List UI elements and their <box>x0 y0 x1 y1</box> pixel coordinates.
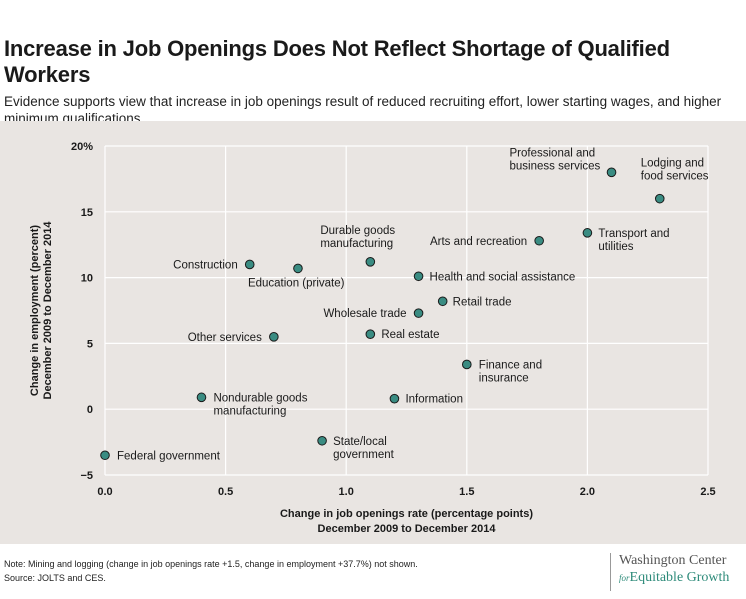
x-axis-title-line2: December 2009 to December 2014 <box>318 523 497 535</box>
point-label: insurance <box>479 372 529 384</box>
data-point <box>654 193 665 204</box>
data-point <box>196 392 207 403</box>
y-tick-label: 15 <box>81 207 93 219</box>
y-axis-title: Change in employment (percent) <box>29 225 41 396</box>
point-label: State/local <box>333 436 387 448</box>
footer-notes: Note: Mining and logging (change in job … <box>4 557 418 585</box>
point-label: Lodging and <box>641 158 704 170</box>
data-point <box>462 359 472 370</box>
x-tick-label: 1.5 <box>459 486 474 498</box>
data-point <box>365 257 376 267</box>
y-tick-label: −5 <box>80 470 93 482</box>
title-block: Increase in Job Openings Does Not Reflec… <box>4 36 740 127</box>
point-label: government <box>333 449 395 461</box>
point-label: utilities <box>598 241 633 253</box>
x-tick-label: 1.0 <box>339 486 354 498</box>
data-point <box>244 259 255 270</box>
point-label: Durable goods <box>320 225 395 237</box>
y-axis-title-line2: December 2009 to December 2014 <box>42 221 54 400</box>
point-label: manufacturing <box>213 405 286 417</box>
data-point <box>413 308 424 318</box>
y-tick-label: 5 <box>87 338 93 350</box>
logo-line2-text: Equitable Growth <box>629 570 730 585</box>
logo-line1: Washington Center <box>619 553 727 568</box>
x-tick-label: 2.0 <box>580 486 595 498</box>
data-point <box>269 332 279 342</box>
point-label: business services <box>510 160 601 172</box>
data-point <box>317 435 327 446</box>
data-point <box>389 393 400 404</box>
data-point <box>437 296 448 307</box>
footer: Note: Mining and logging (change in job … <box>0 544 746 599</box>
point-label: Other services <box>188 332 262 344</box>
point-label: Finance and <box>479 359 542 371</box>
x-tick-label: 0.0 <box>97 486 112 498</box>
data-point <box>293 263 303 274</box>
point-label: Retail trade <box>453 296 512 308</box>
data-point <box>365 329 376 339</box>
data-point <box>100 450 110 461</box>
y-tick-label: 20% <box>71 141 93 153</box>
point-label: Real estate <box>381 329 439 341</box>
point-label: Construction <box>173 259 238 271</box>
point-label: Professional and <box>510 147 596 159</box>
point-label: Education (private) <box>248 277 345 289</box>
source-text: Source: JOLTS and CES. <box>4 573 106 583</box>
point-label: food services <box>641 171 709 183</box>
data-point <box>413 271 424 282</box>
data-point <box>606 167 617 178</box>
logo-line2: forEquitable Growth <box>619 569 729 587</box>
x-tick-label: 0.5 <box>218 486 233 498</box>
point-label: Information <box>405 394 463 406</box>
chart-area: 20% 15 10 5 0 −5 0.0 0.5 1.0 1.5 2.0 2.5 Change in j… <box>0 121 746 544</box>
y-tick-label: 0 <box>87 404 93 416</box>
x-axis-title: Change in job openings rate (percentage … <box>280 508 533 520</box>
logo-for: for <box>619 573 630 583</box>
point-label: Health and social assistance <box>430 271 576 283</box>
data-point <box>534 235 544 246</box>
logo: Washington Center forEquitable Growth <box>610 553 729 591</box>
scatter-chart: 20% 15 10 5 0 −5 0.0 0.5 1.0 1.5 2.0 2.5 Change in j… <box>29 141 716 535</box>
x-tick-label: 2.5 <box>700 486 715 498</box>
data-point <box>582 228 593 238</box>
point-label: Transport and <box>598 228 669 240</box>
point-label: manufacturing <box>320 238 393 250</box>
point-label: Federal government <box>117 450 221 462</box>
y-tick-label: 10 <box>81 273 93 285</box>
point-label: Nondurable goods <box>213 392 307 404</box>
note-text: Note: Mining and logging (change in job … <box>4 559 418 569</box>
chart-title: Increase in Job Openings Does Not Reflec… <box>4 36 670 87</box>
point-label: Arts and recreation <box>430 236 527 248</box>
point-label: Wholesale trade <box>323 308 406 320</box>
